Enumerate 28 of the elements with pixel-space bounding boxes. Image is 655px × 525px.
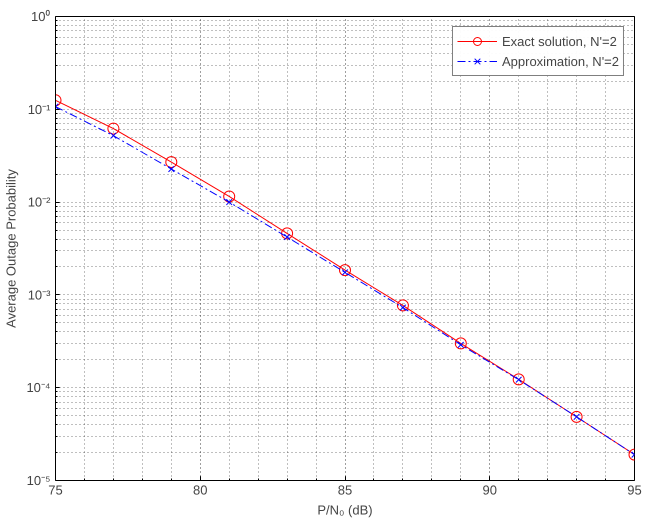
- point: [339, 264, 351, 276]
- y-tick-label: 10⁻²: [28, 194, 52, 210]
- x-axis-title: P/N₀ (dB): [317, 502, 373, 518]
- y-tick-label: 10⁻³: [28, 287, 52, 302]
- y-tick-label: 10⁻⁵: [26, 473, 51, 488]
- point: [454, 337, 467, 350]
- point: [168, 166, 175, 172]
- point: [570, 410, 583, 423]
- x-tick-label: 80: [193, 482, 208, 498]
- y-axis-title: Average Outage Probability: [3, 168, 18, 328]
- point: [396, 299, 409, 312]
- y-tick-label: 10⁰: [31, 9, 51, 24]
- point: [281, 227, 294, 240]
- legend-label: Exact solution, N'=2: [502, 34, 617, 48]
- point: [110, 132, 117, 139]
- point: [165, 156, 178, 168]
- legend-label: Approximation, N'=2: [502, 54, 619, 68]
- x-tick-label: 90: [482, 482, 497, 498]
- x-tick-label: 95: [627, 482, 642, 498]
- y-tick-label: 10⁻⁴: [26, 380, 50, 396]
- y-tick-label: 10⁻¹: [28, 102, 52, 117]
- x-tick-label: 85: [338, 482, 352, 498]
- point: [284, 234, 290, 240]
- point: [107, 122, 120, 135]
- point: [223, 190, 236, 202]
- x-tick-label: 75: [48, 482, 63, 498]
- point: [226, 198, 233, 206]
- point: [512, 373, 525, 386]
